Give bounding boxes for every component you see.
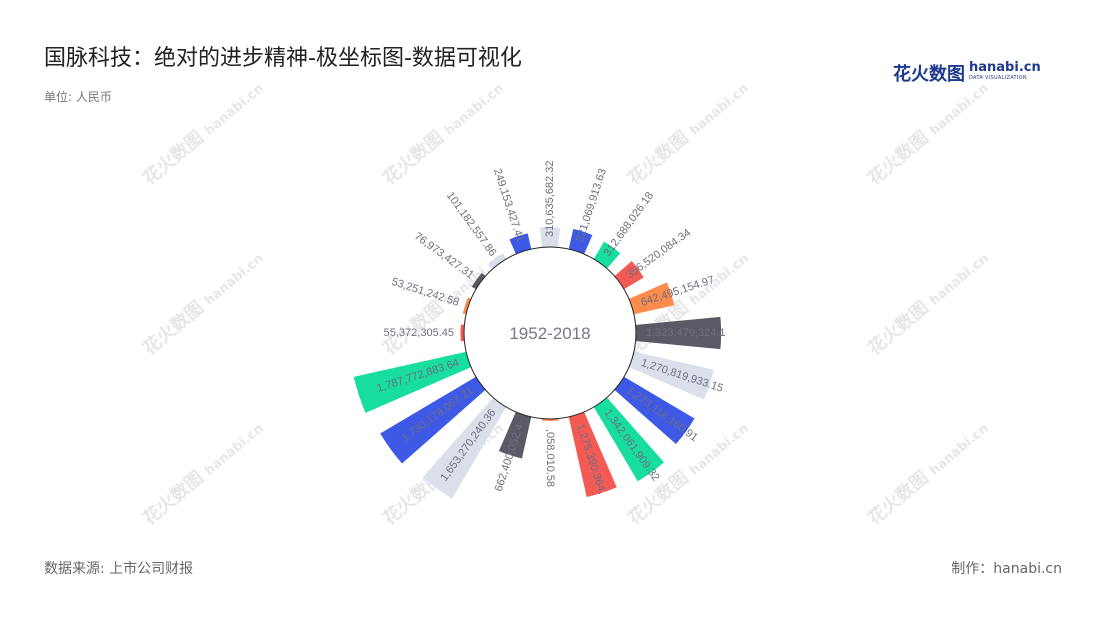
watermark-en: hanabi.cn — [202, 421, 267, 479]
watermark-en: hanabi.cn — [927, 421, 992, 479]
bar — [353, 351, 473, 413]
data-label: 55,372,305.45 — [384, 327, 454, 339]
data-label: ,058,010.58 — [544, 429, 556, 487]
watermark-cn: 花火数图 — [623, 126, 692, 189]
watermark-cn: 花火数图 — [138, 466, 207, 529]
data-label: 321,069,913.63 — [574, 167, 609, 243]
bar — [380, 375, 487, 464]
watermark-en: hanabi.cn — [202, 81, 267, 139]
logo-en-text: hanabi.cn — [969, 60, 1041, 75]
watermark-cn: 花火数图 — [138, 296, 207, 359]
watermark-en: hanabi.cn — [442, 81, 507, 139]
bar — [422, 396, 508, 499]
data-source: 数据来源: 上市公司财报 — [44, 561, 194, 577]
data-label: 76,973,427.31 — [412, 230, 476, 281]
maker-credit: 制作：hanabi.cn — [951, 561, 1062, 577]
bar — [633, 316, 722, 350]
data-label: 101,182,557.86 — [444, 190, 499, 259]
watermark-cn: 花火数图 — [138, 126, 207, 189]
data-label: 312,688,026.18 — [601, 190, 656, 259]
center-label: 1952-2018 — [509, 324, 590, 343]
watermark-cn: 花火数图 — [378, 126, 447, 189]
unit-label: 单位: 人民币 — [44, 90, 112, 104]
data-label: 310,635,682.32 — [544, 161, 556, 237]
watermark-cn: 花火数图 — [863, 296, 932, 359]
data-label: 249,153,427.41 — [491, 167, 526, 243]
logo-cn-text: 花火数图 — [893, 64, 965, 85]
watermark-cn: 花火数图 — [863, 126, 932, 189]
bar — [627, 351, 714, 400]
logo-en-group: hanabi.cn DATA VISUALIZATION — [969, 60, 1041, 83]
bar — [568, 410, 617, 497]
data-label: 356,520,084.34 — [624, 227, 693, 282]
bar — [471, 272, 487, 291]
bar — [568, 228, 593, 256]
bar — [540, 227, 560, 250]
watermark-en: hanabi.cn — [202, 251, 267, 309]
watermark-en: hanabi.cn — [927, 251, 992, 309]
bar — [498, 410, 532, 459]
bar — [592, 396, 664, 482]
bar — [613, 260, 644, 291]
logo-sub-text: DATA VISUALIZATION — [969, 75, 1027, 81]
watermark-cn: 花火数图 — [863, 466, 932, 529]
watermark-en: hanabi.cn — [927, 81, 992, 139]
data-label: 1,323,479,324.1 — [646, 327, 726, 339]
chart-title: 国脉科技：绝对的进步精神-极坐标图-数据可视化 — [44, 46, 522, 71]
watermark-en: hanabi.cn — [687, 421, 752, 479]
bar — [627, 282, 675, 315]
brand-logo: 花火数图 hanabi.cn DATA VISUALIZATION — [893, 60, 1041, 86]
bars-layer — [353, 227, 722, 499]
bar — [488, 253, 508, 270]
bar — [613, 375, 695, 445]
inner-circle — [463, 246, 637, 420]
watermark-en: hanabi.cn — [687, 81, 752, 139]
